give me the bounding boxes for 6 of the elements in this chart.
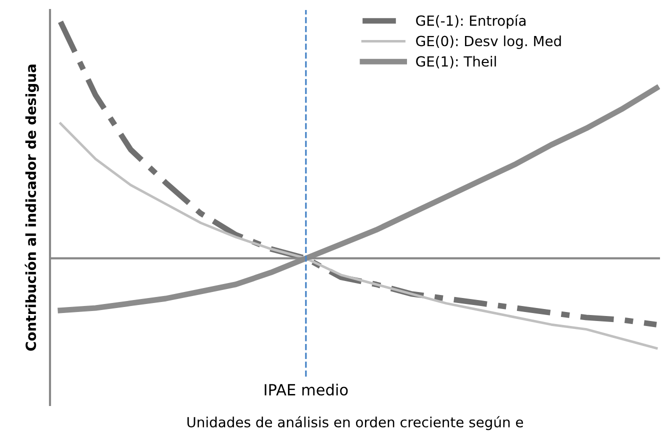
legend-label: GE(1): Theil [416,56,496,68]
text: IPAE medio [264,384,348,396]
legend-label: GE(0): Desv log. Med [416,36,561,49]
x-axis-title: Unidades de análisis en orden creciente según e [187,416,524,430]
y-axis-title: Contribuciόn al indicador de desigua [24,64,39,351]
legend-label: GE(-1): Entropía [416,14,526,29]
